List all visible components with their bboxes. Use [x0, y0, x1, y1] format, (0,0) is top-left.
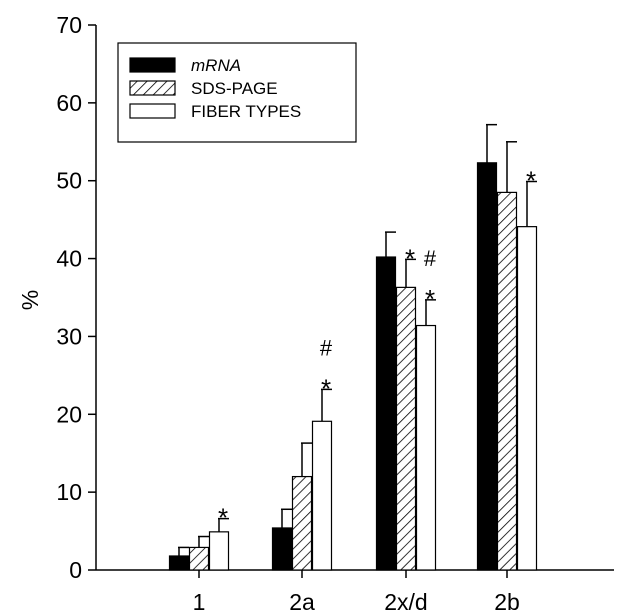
legend: mRNA SDS-PAGE FIBER TYPES: [117, 42, 357, 143]
x-tick-label: 2x/d: [384, 589, 427, 614]
legend-label: mRNA: [191, 56, 241, 75]
legend-swatch: [129, 103, 176, 119]
significance-hash: #: [424, 246, 437, 271]
y-tick-label: 30: [56, 323, 82, 349]
significance-hash: #: [320, 335, 333, 360]
legend-label: FIBER TYPES: [191, 102, 301, 121]
y-tick-label: 0: [69, 557, 82, 583]
bar: [415, 324, 437, 571]
bar: [208, 531, 230, 571]
y-tick-label: 60: [56, 90, 82, 116]
x-tick-label: 2b: [494, 589, 520, 614]
legend-swatch: [129, 80, 176, 96]
bar: [291, 475, 313, 571]
significance-asterisk: *: [405, 243, 415, 273]
y-tick-label: 70: [56, 12, 82, 38]
significance-asterisk: *: [218, 503, 228, 533]
bar: [271, 527, 293, 571]
y-tick-label: 50: [56, 168, 82, 194]
legend-swatch: [129, 57, 176, 73]
x-tick-label: 2a: [289, 589, 315, 614]
bar: [516, 226, 538, 571]
bar: [395, 286, 417, 571]
bar: [375, 256, 397, 571]
bar: [188, 546, 210, 571]
y-tick-label: 40: [56, 246, 82, 272]
bar: [476, 162, 498, 571]
significance-asterisk: *: [526, 165, 536, 195]
bar: [311, 420, 333, 571]
legend-label: SDS-PAGE: [191, 79, 278, 98]
y-tick-label: 10: [56, 479, 82, 505]
bar: [496, 191, 518, 571]
significance-asterisk: *: [321, 373, 331, 403]
bar: [168, 555, 190, 571]
y-tick-label: 20: [56, 401, 82, 427]
significance-asterisk: *: [425, 284, 435, 314]
x-tick-label: 1: [193, 589, 206, 614]
plot-area: 0 10 20 30 40 50 60 70 1 2a 2x/d 2b * # * * # * * mRNA SDS-P…: [56, 12, 614, 614]
y-axis-label: %: [17, 290, 43, 310]
